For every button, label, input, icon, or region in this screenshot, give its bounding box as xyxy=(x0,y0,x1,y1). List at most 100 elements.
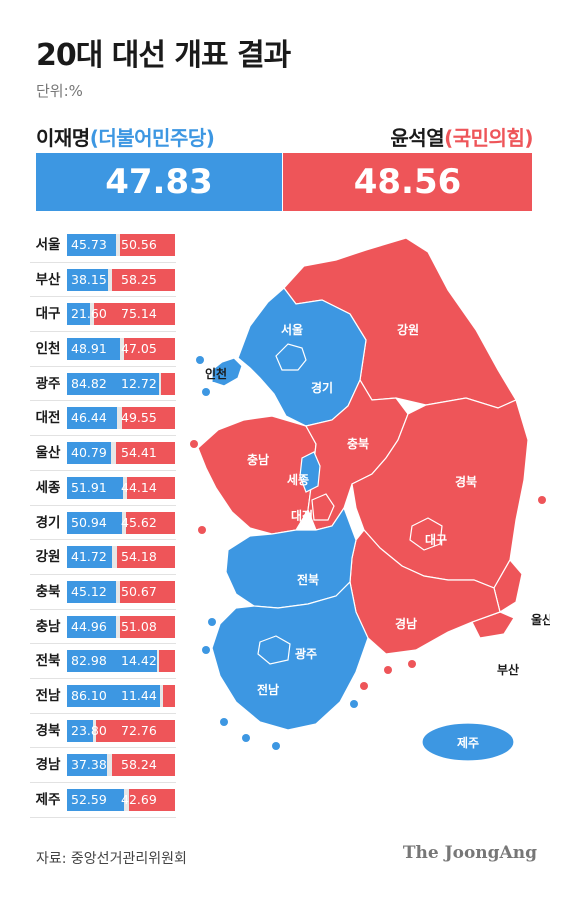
region-name: 서울 xyxy=(30,228,66,262)
map-label: 경남 xyxy=(395,616,417,631)
region-bar: 23.80 72.76 xyxy=(67,720,175,742)
region-bar: 51.91 44.14 xyxy=(67,477,175,499)
region-name: 대구 xyxy=(30,297,66,331)
region-bar: 46.44 49.55 xyxy=(67,407,175,429)
value-label-right: 45.62 xyxy=(121,512,157,534)
value-label-left: 37.38 xyxy=(71,754,107,776)
value-label-left: 45.73 xyxy=(71,234,107,256)
value-label-right: 54.18 xyxy=(121,546,157,568)
value-label-right: 75.14 xyxy=(121,303,157,325)
map-label: 광주 xyxy=(295,646,317,661)
region-name: 울산 xyxy=(30,436,66,470)
candidate-right-name: 윤석열 xyxy=(390,126,444,150)
map-island xyxy=(220,718,228,726)
map-island xyxy=(384,666,392,674)
chart-title: 20대 대선 개표 결과 xyxy=(36,30,290,74)
map-island xyxy=(196,356,204,364)
map-label: 울산 xyxy=(531,612,550,627)
region-row: 경남 37.38 58.24 xyxy=(30,748,176,783)
value-label-right: 14.42 xyxy=(121,650,157,672)
value-label-left: 50.94 xyxy=(71,512,107,534)
map-label: 경기 xyxy=(311,380,333,395)
region-row: 인천 48.91 47.05 xyxy=(30,332,176,367)
map-label: 대전 xyxy=(291,508,313,523)
map-label: 전남 xyxy=(257,682,279,697)
region-row: 울산 40.79 54.41 xyxy=(30,436,176,471)
region-name: 강원 xyxy=(30,540,66,574)
map-island xyxy=(538,496,546,504)
total-right-bar: 48.56 xyxy=(283,153,532,211)
region-bar: 41.72 54.18 xyxy=(67,546,175,568)
region-bar-list: 서울 45.73 50.56 부산 38.15 58.25 대구 21.60 75.14 인천 48… xyxy=(30,228,176,818)
region-name: 충북 xyxy=(30,575,66,609)
value-label-left: 21.60 xyxy=(71,303,107,325)
map-island xyxy=(202,388,210,396)
value-label-right: 47.05 xyxy=(121,338,157,360)
value-label-left: 48.91 xyxy=(71,338,107,360)
map-island xyxy=(408,660,416,668)
candidate-left-label: 이재명(더불어민주당) xyxy=(36,122,214,151)
value-label-right: 42.69 xyxy=(121,789,157,811)
value-label-right: 49.55 xyxy=(121,407,157,429)
map-label: 제주 xyxy=(457,736,479,750)
value-label-left: 46.44 xyxy=(71,407,107,429)
region-bar: 52.59 42.69 xyxy=(67,789,175,811)
value-label-right: 51.08 xyxy=(121,616,157,638)
map-label: 강원 xyxy=(397,323,419,337)
region-name: 충남 xyxy=(30,610,66,644)
map-label: 대구 xyxy=(425,533,447,547)
value-label-left: 84.82 xyxy=(71,373,107,395)
value-label-right: 58.24 xyxy=(121,754,157,776)
map-label: 경북 xyxy=(455,475,477,489)
candidate-left-party: (더불어민주당) xyxy=(90,126,215,150)
region-row: 부산 38.15 58.25 xyxy=(30,263,176,298)
value-label-left: 38.15 xyxy=(71,269,107,291)
value-label-right: 11.44 xyxy=(121,685,157,707)
value-label-right: 72.76 xyxy=(121,720,157,742)
unit-label: 단위:% xyxy=(36,80,83,101)
region-row: 대전 46.44 49.55 xyxy=(30,401,176,436)
region-name: 전북 xyxy=(30,644,66,678)
region-bar: 84.82 12.72 xyxy=(67,373,175,395)
candidate-right-label: 윤석열(국민의힘) xyxy=(390,122,533,151)
value-label-left: 45.12 xyxy=(71,581,107,603)
map-island xyxy=(190,440,198,448)
region-bar: 40.79 54.41 xyxy=(67,442,175,464)
value-label-left: 86.10 xyxy=(71,685,107,707)
region-row: 강원 41.72 54.18 xyxy=(30,540,176,575)
region-bar: 45.12 50.67 xyxy=(67,581,175,603)
map-label: 충남 xyxy=(247,452,269,467)
region-bar: 50.94 45.62 xyxy=(67,512,175,534)
region-row: 전남 86.10 11.44 xyxy=(30,679,176,714)
region-name: 대전 xyxy=(30,401,66,435)
value-label-right: 50.67 xyxy=(121,581,157,603)
region-name: 경북 xyxy=(30,714,66,748)
region-bar: 38.15 58.25 xyxy=(67,269,175,291)
region-bar: 86.10 11.44 xyxy=(67,685,175,707)
region-name: 광주 xyxy=(30,367,66,401)
total-left-bar: 47.83 xyxy=(36,153,282,211)
value-label-left: 52.59 xyxy=(71,789,107,811)
region-row: 제주 52.59 42.69 xyxy=(30,783,176,818)
bar-segment-right xyxy=(163,685,175,707)
region-bar: 21.60 75.14 xyxy=(67,303,175,325)
value-label-left: 23.80 xyxy=(71,720,107,742)
value-label-right: 44.14 xyxy=(121,477,157,499)
region-name: 인천 xyxy=(30,332,66,366)
region-row: 서울 45.73 50.56 xyxy=(30,228,176,263)
korea-map: 서울경기인천강원충북충남세종대전경북대구전북경남 울산광주부산전남제주 xyxy=(176,230,550,810)
region-row: 전북 82.98 14.42 xyxy=(30,644,176,679)
brand-logo: The JoongAng xyxy=(403,843,537,863)
map-island xyxy=(350,700,358,708)
map-island xyxy=(198,526,206,534)
region-bar: 45.73 50.56 xyxy=(67,234,175,256)
region-row: 경북 23.80 72.76 xyxy=(30,714,176,749)
bar-segment-right xyxy=(159,650,175,672)
region-row: 경기 50.94 45.62 xyxy=(30,506,176,541)
map-label: 충북 xyxy=(347,436,369,451)
region-name: 경남 xyxy=(30,748,66,782)
region-bar: 44.96 51.08 xyxy=(67,616,175,638)
region-bar: 37.38 58.24 xyxy=(67,754,175,776)
region-name: 제주 xyxy=(30,783,66,817)
value-label-left: 51.91 xyxy=(71,477,107,499)
